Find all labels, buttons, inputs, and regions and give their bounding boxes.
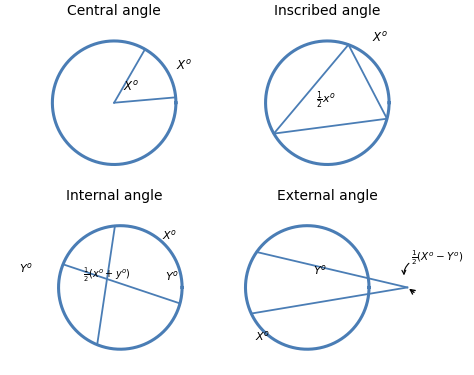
Text: $X^o$: $X^o$ <box>123 80 139 94</box>
Text: $\frac{1}{2}(X^o-Y^o)$: $\frac{1}{2}(X^o-Y^o)$ <box>411 249 463 267</box>
Text: $X^o$: $X^o$ <box>255 328 270 343</box>
Text: $Y^o$: $Y^o$ <box>165 269 179 284</box>
Text: $\frac{1}{2}x^o$: $\frac{1}{2}x^o$ <box>316 90 336 111</box>
Title: Inscribed angle: Inscribed angle <box>274 4 381 18</box>
Title: Internal angle: Internal angle <box>66 189 163 203</box>
Text: $\frac{1}{2}(x^o+y^o)$: $\frac{1}{2}(x^o+y^o)$ <box>83 266 131 284</box>
Title: Central angle: Central angle <box>67 4 161 18</box>
Title: External angle: External angle <box>277 189 378 203</box>
Text: $Y^o$: $Y^o$ <box>313 263 327 277</box>
Text: $X^o$: $X^o$ <box>372 31 388 45</box>
Text: $Y^o$: $Y^o$ <box>19 261 33 274</box>
Text: $X^o$: $X^o$ <box>162 228 178 242</box>
Text: $X^o$: $X^o$ <box>176 59 192 73</box>
